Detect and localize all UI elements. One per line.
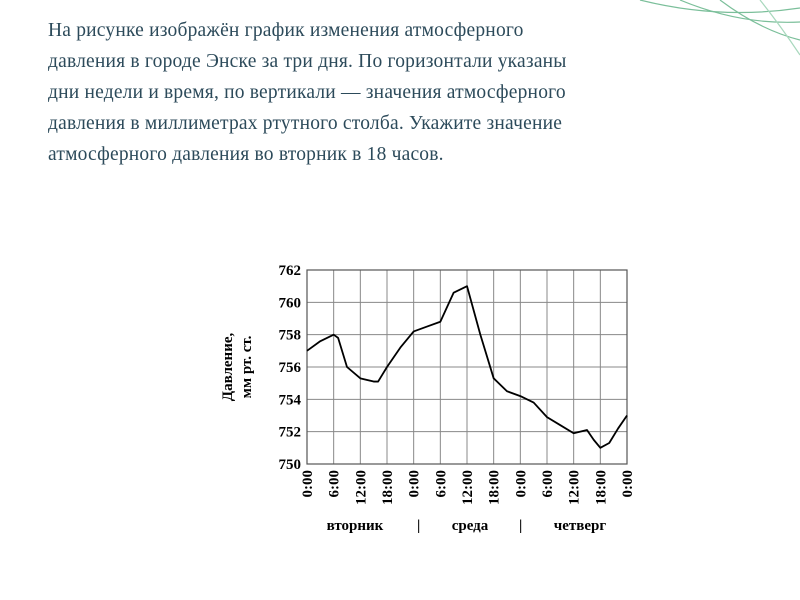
task-text-line: дни недели и время, по вертикали — значе… bbox=[48, 82, 566, 103]
x-tick-label: 0:00 bbox=[300, 470, 316, 498]
y-tick-label: 760 bbox=[279, 295, 302, 311]
y-tick-label: 754 bbox=[279, 392, 302, 408]
decoration bbox=[639, 0, 800, 56]
y-axis-label: мм рт. ст. bbox=[239, 335, 255, 398]
x-tick-label: 12:00 bbox=[353, 470, 369, 505]
day-label: среда bbox=[452, 518, 489, 534]
x-tick-label: 12:00 bbox=[567, 470, 583, 505]
day-separator: | bbox=[519, 518, 522, 534]
x-tick-label: 6:00 bbox=[433, 470, 449, 498]
y-tick-label: 752 bbox=[279, 425, 302, 441]
data-line bbox=[306, 285, 628, 449]
x-tick-label: 0:00 bbox=[407, 470, 423, 498]
x-tick-label: 6:00 bbox=[540, 470, 556, 498]
x-tick-label: 18:00 bbox=[487, 470, 503, 505]
y-axis-label: Давление, bbox=[220, 333, 236, 402]
task-text-line: На рисунке изображён график изменения ат… bbox=[48, 20, 524, 41]
task-text-line: давления в миллиметрах ртутного столба. … bbox=[48, 113, 562, 134]
day-label: четверг bbox=[554, 518, 607, 534]
plot-frame bbox=[306, 269, 628, 465]
x-tick-label: 0:00 bbox=[513, 470, 529, 498]
y-tick-label: 762 bbox=[279, 263, 302, 279]
y-tick-label: 750 bbox=[279, 457, 302, 473]
day-separator: | bbox=[417, 518, 420, 534]
x-tick-label: 18:00 bbox=[380, 470, 396, 505]
x-tick-label: 6:00 bbox=[327, 470, 343, 498]
day-label: вторник bbox=[327, 518, 384, 534]
x-tick-label: 0:00 bbox=[620, 470, 636, 498]
y-tick-label: 758 bbox=[279, 328, 302, 344]
x-tick-label: 18:00 bbox=[593, 470, 609, 505]
y-tick-label: 756 bbox=[279, 360, 302, 376]
x-tick-label: 12:00 bbox=[460, 470, 476, 505]
task-text-line: давления в городе Энске за три дня. По г… bbox=[48, 51, 567, 72]
task-text-line: атмосферного давления во вторник в 18 ча… bbox=[48, 144, 444, 165]
